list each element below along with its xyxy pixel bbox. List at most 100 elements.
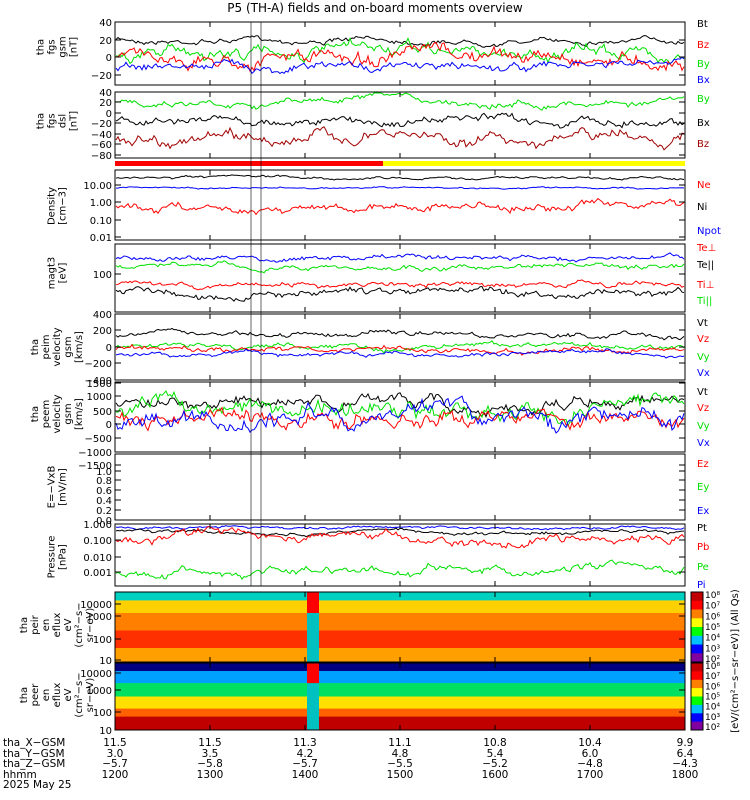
spectrogram-cell xyxy=(661,630,668,649)
legend-p4-Ti||: Ti|| xyxy=(696,296,712,307)
spectrogram-cell xyxy=(511,613,518,631)
spectrogram-cell xyxy=(433,648,440,663)
spectrogram-cell xyxy=(451,696,458,710)
spectrogram-cell xyxy=(349,683,356,697)
spectrogram-cell xyxy=(235,613,242,631)
colorbar-tick: 10⁷ xyxy=(705,602,720,612)
spectrogram-cell xyxy=(439,683,446,697)
spectrogram-cell xyxy=(295,613,302,631)
spectrogram-cell xyxy=(595,683,602,697)
spectrogram-cell xyxy=(499,696,506,710)
y-tick-label: 100 xyxy=(93,635,112,646)
spectrogram-cell xyxy=(577,671,584,684)
spectrogram-cell xyxy=(589,716,596,731)
spectrogram-cell xyxy=(619,663,626,672)
spectrogram-cell xyxy=(469,716,476,731)
spectrogram-cell xyxy=(241,663,248,672)
spectrogram-cell xyxy=(253,648,260,663)
y-tick-label: 0.6 xyxy=(96,486,112,497)
panel-frame-p1 xyxy=(114,21,686,86)
spectrogram-cell xyxy=(589,671,596,684)
spectrogram-cell xyxy=(301,663,308,672)
spectrogram-cell xyxy=(577,630,584,649)
spectrogram-cell xyxy=(385,716,392,731)
spectrogram-cell xyxy=(571,708,578,718)
spectrogram-cell xyxy=(643,648,650,663)
spectrogram-cell xyxy=(307,630,314,649)
spectrogram-cell xyxy=(433,663,440,672)
spectrogram-cell xyxy=(343,696,350,710)
spectrogram-cell xyxy=(523,696,530,710)
spectrogram-cell xyxy=(463,592,470,601)
spectrogram-cell xyxy=(403,663,410,672)
spectrogram-cell xyxy=(325,613,332,631)
spectrogram-cell xyxy=(547,716,554,731)
spectrogram-cell xyxy=(499,708,506,718)
spectrogram-cell xyxy=(661,592,668,601)
spectrogram-cell xyxy=(253,600,260,614)
spectrogram-cell xyxy=(271,613,278,631)
trace-1-2 xyxy=(115,36,685,65)
spectrogram-cell xyxy=(361,671,368,684)
spectrogram-cell xyxy=(235,671,242,684)
spectrogram-cell xyxy=(169,592,176,601)
spectrogram-cell xyxy=(349,716,356,731)
spectrogram-cell xyxy=(439,671,446,684)
spectrogram-cell xyxy=(259,696,266,710)
spectrogram-cell xyxy=(343,600,350,614)
spectrogram-cell xyxy=(133,696,140,710)
spectrogram-cell xyxy=(451,663,458,672)
spectrogram-cell xyxy=(511,708,518,718)
spectrogram-cell xyxy=(307,716,314,731)
spectrogram-cell xyxy=(145,600,152,614)
spectrogram-cell xyxy=(349,630,356,649)
spectrogram-cell xyxy=(505,630,512,649)
spectrogram-cell xyxy=(601,716,608,731)
spectrogram-cell xyxy=(313,663,320,672)
spectrogram-cell xyxy=(133,592,140,601)
spectrogram-cell xyxy=(409,592,416,601)
spectrogram-cell xyxy=(565,648,572,663)
spectrogram-cell xyxy=(583,648,590,663)
y-tick-label: 0 xyxy=(106,420,112,431)
y-axis-label: peim xyxy=(41,334,52,359)
spectrogram-cell xyxy=(163,648,170,663)
spectrogram-cell xyxy=(529,600,536,614)
spectrogram-cell xyxy=(145,716,152,731)
spectrogram-cell xyxy=(397,671,404,684)
spectrogram-cell xyxy=(535,671,542,684)
spectrogram-cell xyxy=(277,630,284,649)
spectrogram-cell xyxy=(541,696,548,710)
spectrogram-cell xyxy=(211,708,218,718)
spectrogram-cell xyxy=(583,671,590,684)
spectrogram-cell xyxy=(145,663,152,672)
spectrogram-cell xyxy=(199,671,206,684)
colorbar-tick: 10⁵ xyxy=(705,623,720,633)
spectrogram-cell xyxy=(205,716,212,731)
spectrogram-cell xyxy=(517,600,524,614)
spectrogram-cell xyxy=(331,716,338,731)
spectrogram-cell xyxy=(337,648,344,663)
spectrogram-cell xyxy=(475,708,482,718)
spectrogram-cell xyxy=(457,708,464,718)
spectrogram-cell xyxy=(463,716,470,731)
spectrogram-cell xyxy=(637,592,644,601)
spectrogram-cell xyxy=(127,696,134,710)
spectrogram-cell xyxy=(529,671,536,684)
spectrogram-cell xyxy=(523,648,530,663)
spectrogram-cell xyxy=(295,696,302,710)
spectrogram-cell xyxy=(307,600,314,614)
spectrogram-cell xyxy=(403,708,410,718)
spectrogram-cell xyxy=(667,716,674,731)
trace-5-2 xyxy=(115,340,685,354)
spectrogram-cell xyxy=(319,671,326,684)
spectrogram-cell xyxy=(367,630,374,649)
spectrogram-cell xyxy=(451,716,458,731)
ephem-value: 1400 xyxy=(291,768,319,781)
legend-p4-Te||: Te|| xyxy=(696,260,714,271)
spectrogram-cell xyxy=(493,716,500,731)
spectrogram-cell xyxy=(673,696,680,710)
spectrogram-cell xyxy=(529,592,536,601)
spectrogram-cell xyxy=(379,592,386,601)
spectrogram-cell xyxy=(343,671,350,684)
